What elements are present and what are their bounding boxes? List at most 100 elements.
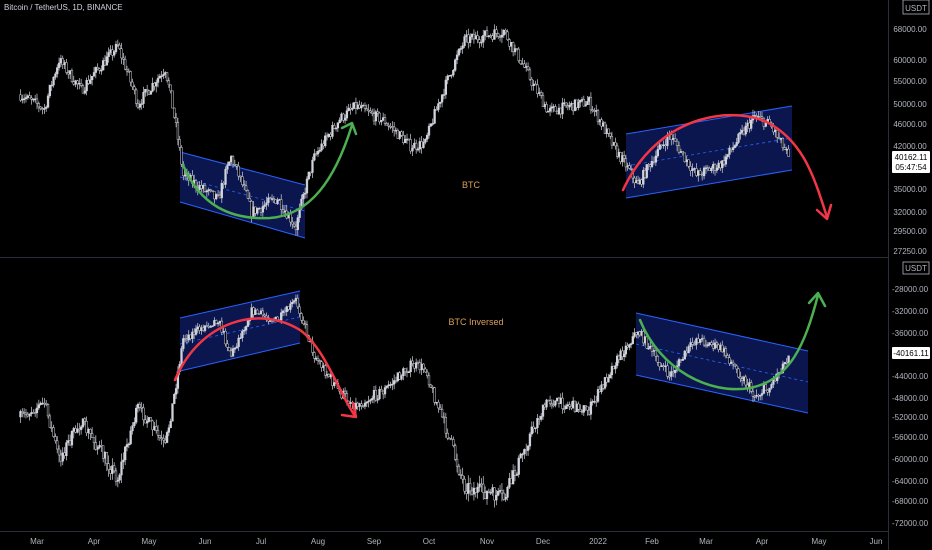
btc-candle-body (504, 29, 507, 33)
bottom-unit-badge[interactable]: USDT (902, 261, 930, 275)
top-unit-badge[interactable]: USDT (902, 0, 930, 15)
btc-candle-body (228, 161, 231, 166)
btc-candle-body (444, 79, 447, 95)
btc-green-curve[interactable] (181, 123, 354, 220)
inversed-candle-body (704, 344, 708, 347)
btc-candle-body (586, 101, 589, 105)
time-axis-tick: 2022 (589, 537, 607, 546)
btc-candle-body (365, 108, 368, 111)
btc-channel-right-upper[interactable] (625, 105, 793, 135)
inversed-channel-right-lower[interactable] (635, 374, 809, 414)
btc-candle-body (276, 199, 279, 204)
inversed-candle-body (706, 344, 709, 347)
inversed-channel-right-upper[interactable] (635, 312, 809, 352)
inversed-candle-body (515, 474, 519, 476)
inversed-candle-body (753, 395, 756, 398)
inversed-candle-body (165, 432, 169, 443)
inversed-price-tick: -72000.00 (892, 519, 929, 528)
btc-candle-body (532, 83, 535, 86)
inversed-candle-body (59, 454, 63, 462)
btc-candle-body (307, 171, 310, 180)
btc-candle-body (280, 199, 283, 210)
time-axis-tick: Aug (311, 537, 325, 546)
bottom-unit-label: USDT (905, 264, 927, 273)
btc-candle-body (356, 104, 359, 109)
inversed-candle-body (523, 449, 526, 455)
inversed-candle-body (450, 438, 453, 441)
inversed-candle-body (256, 309, 259, 314)
inversed-red-curve[interactable] (173, 317, 357, 418)
btc-candle-body (726, 154, 729, 158)
btc-candle-body (140, 103, 143, 105)
btc-candle-body (554, 106, 557, 112)
btc-arrows[interactable] (181, 113, 833, 221)
inversed-candle-body (102, 445, 105, 459)
btc-price-tick: 42000.00 (893, 142, 927, 151)
inversed-channel-left-upper[interactable] (179, 290, 301, 319)
inversed-candle-body (420, 363, 423, 371)
inversed-candle-body (103, 452, 107, 459)
inversed-candle-body (34, 412, 37, 414)
inversed-candle-body (730, 361, 733, 364)
btc-candle-body (742, 130, 746, 135)
btc-candle-body (244, 185, 248, 191)
btc-channel-left-upper[interactable] (179, 151, 306, 186)
btc-candle-body (281, 209, 285, 213)
inversed-candle-body (356, 402, 359, 407)
btc-candle-body (272, 198, 276, 200)
btc-candle-body (645, 164, 648, 178)
btc-candle-body (548, 107, 552, 112)
btc-channel-left-lower[interactable] (179, 201, 306, 239)
btc-candle-body (302, 193, 305, 200)
btc-candle-body (125, 68, 129, 72)
btc-candle-body (160, 75, 163, 78)
btc-candle-body (226, 165, 229, 170)
inversed-candle-body (233, 347, 237, 350)
btc-red-curve[interactable] (621, 113, 829, 219)
btc-candle-body (730, 147, 733, 150)
inversed-candle-body (22, 412, 26, 414)
btc-candle-body (658, 144, 661, 150)
btc-candle-body (721, 160, 724, 169)
inversed-candle-body (603, 377, 607, 389)
inversed-candle-body (21, 411, 24, 413)
inversed-candle-body (687, 346, 690, 354)
btc-candle-body (457, 48, 461, 56)
btc-candle-body (487, 35, 491, 37)
inversed-candle-body (138, 404, 141, 408)
btc-candle-body (133, 86, 136, 91)
inversed-candle-body (525, 449, 528, 451)
btc-green-curve-head (340, 121, 358, 136)
inversed-candle-body (717, 344, 720, 350)
inversed-candle-body (257, 313, 261, 315)
inversed-candle-body (489, 492, 492, 494)
btc-channel-right-lower[interactable] (625, 169, 793, 199)
inversed-candle-body (371, 398, 374, 401)
inversed-channel-left-lower[interactable] (179, 342, 301, 372)
inversed-candle-body (155, 426, 158, 431)
btc-candle-body (198, 185, 201, 191)
inversed-candle-body (316, 357, 320, 361)
btc-candle-body (713, 164, 717, 171)
btc-red-curve-head (815, 203, 833, 221)
inversed-green-curve[interactable] (638, 293, 820, 391)
inversed-candle-body (480, 483, 483, 486)
inversed-candle-body (41, 402, 44, 405)
inversed-candle-body (715, 342, 718, 346)
btc-candle-body (76, 80, 79, 85)
inversed-candle-body (645, 336, 648, 349)
btc-candle-body (536, 84, 539, 94)
inversed-candle-body (48, 415, 52, 428)
inversed-candle-body (68, 440, 72, 446)
btc-candle-body (413, 142, 416, 149)
inversed-candle-body (65, 442, 68, 456)
btc-candle-body (409, 139, 412, 152)
btc-candle-body (367, 109, 370, 112)
inversed-candle-body (402, 368, 405, 376)
inversed-candle-body (376, 398, 379, 401)
btc-candle-body (68, 70, 72, 75)
inversed-candle-body (699, 339, 702, 343)
btc-candle-body (316, 151, 320, 155)
inversed-arrows[interactable] (173, 291, 827, 419)
btc-candle-body (459, 48, 462, 50)
